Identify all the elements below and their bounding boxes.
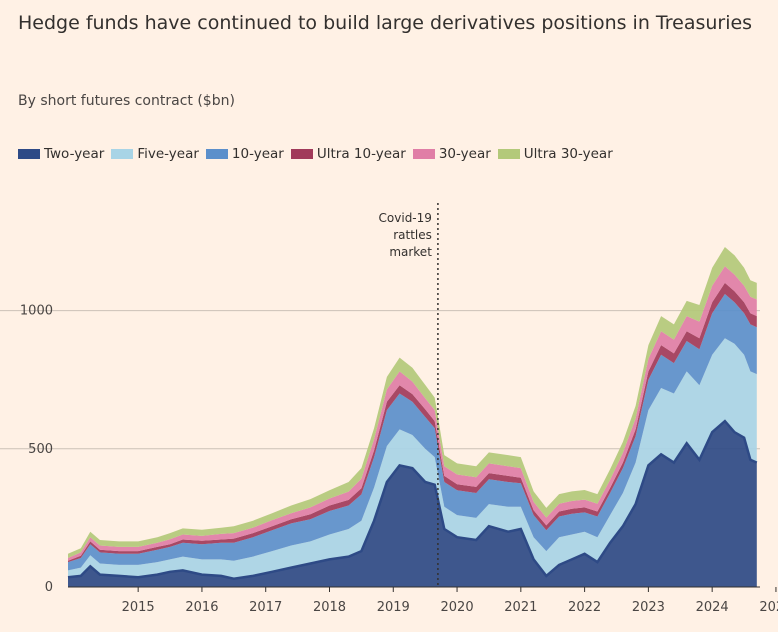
chart-subtitle: By short futures contract ($bn) — [18, 93, 235, 109]
legend-swatch — [412, 149, 435, 159]
y-tick-label: 1000 — [20, 304, 53, 319]
legend-item: Two-year — [18, 146, 104, 162]
legend-label: 10-year — [231, 146, 284, 162]
x-tick-label: 2022 — [568, 600, 601, 615]
y-tick-label: 0 — [45, 580, 53, 595]
x-tick-label: 2018 — [313, 600, 346, 615]
area-two-year — [68, 421, 757, 587]
legend-swatch — [497, 149, 520, 159]
legend-label: Two-year — [44, 146, 105, 162]
annotation-label: rattles — [393, 228, 432, 242]
legend-swatch — [205, 149, 228, 159]
legend-swatch — [18, 149, 40, 159]
chart-legend: Two-year Five-year 10-year Ultra 10-year 30-… — [18, 146, 620, 162]
legend-label: Ultra 30-year — [523, 146, 613, 162]
x-tick-label: 2023 — [632, 600, 665, 615]
axes: 0 500 1000 2015 2016 2017 2018 2019 2020 2021 2022… — [20, 304, 778, 615]
annotation-label: market — [389, 245, 432, 259]
chart-title: Hedge funds have continued to build larg… — [18, 12, 753, 34]
x-tick-label: 2017 — [249, 600, 282, 615]
legend-item: 10-year — [205, 146, 284, 162]
line-two-year — [67, 419, 758, 580]
legend-item: Ultra 30-year — [497, 146, 613, 162]
area-five-year — [68, 338, 757, 579]
legend-item: Five-year — [111, 146, 199, 162]
x-tick-label: 2020 — [441, 600, 474, 615]
legend-label: 30-year — [438, 146, 491, 162]
legend-label: Ultra 10-year — [316, 146, 406, 162]
x-tick-label: 2015 — [122, 600, 155, 615]
x-tick-label: 2019 — [377, 600, 410, 615]
legend-item: Ultra 10-year — [290, 146, 406, 162]
annotation: Covid-19 rattles market — [379, 203, 439, 587]
x-tick-label: 2016 — [185, 600, 218, 615]
legend-swatch — [290, 149, 313, 159]
series-outlines — [67, 419, 758, 580]
area-series — [68, 247, 757, 587]
legend-item: 30-year — [412, 146, 491, 162]
legend-label: Five-year — [137, 146, 199, 162]
legend-swatch — [111, 149, 134, 159]
area-10-year — [68, 294, 757, 571]
annotation-label: Covid-19 — [379, 211, 432, 225]
x-tick-label: 2025 — [759, 600, 778, 615]
x-tick-label: 2021 — [504, 600, 537, 615]
y-tick-label: 500 — [28, 442, 53, 457]
x-tick-label: 2024 — [696, 600, 729, 615]
